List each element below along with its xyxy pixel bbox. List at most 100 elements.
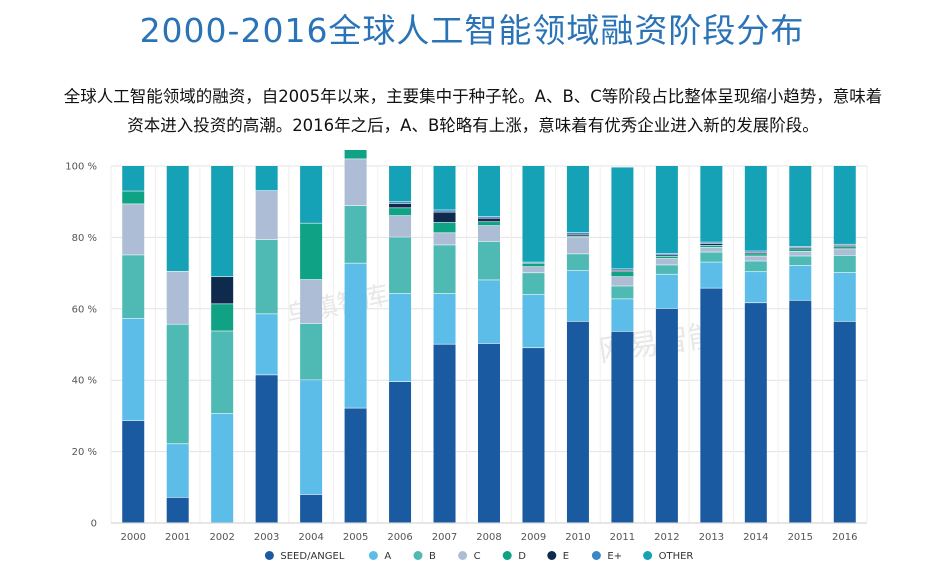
bar-segment bbox=[344, 205, 367, 263]
legend-marker bbox=[591, 551, 601, 560]
legend-marker bbox=[643, 551, 653, 560]
bar-segment bbox=[700, 247, 723, 252]
legend-label: B bbox=[429, 551, 436, 562]
bar-segment bbox=[789, 251, 812, 256]
bar-segment bbox=[522, 273, 545, 295]
x-tick-label: 2009 bbox=[521, 532, 546, 543]
bar-segment bbox=[744, 252, 767, 254]
bar-segment bbox=[211, 331, 234, 414]
bar-segment bbox=[611, 299, 634, 332]
bar-segment bbox=[611, 269, 634, 271]
bar-segment bbox=[833, 249, 856, 256]
bar-segment bbox=[478, 241, 500, 280]
y-tick-label: 40 % bbox=[72, 376, 97, 387]
x-tick-label: 2015 bbox=[788, 532, 813, 543]
bar-segment bbox=[789, 300, 812, 523]
legend-label: D bbox=[518, 551, 526, 562]
bar-segment bbox=[744, 166, 767, 251]
bar-segment bbox=[389, 166, 412, 202]
y-tick-label: 0 bbox=[91, 519, 97, 530]
bar-segment bbox=[344, 159, 367, 206]
bar-segment bbox=[478, 218, 500, 222]
bar-segment bbox=[700, 243, 723, 246]
bar-segment bbox=[833, 321, 856, 523]
bar-segment bbox=[478, 222, 500, 226]
bar-segment bbox=[211, 277, 234, 304]
bar-segment bbox=[566, 234, 589, 236]
bar-segment bbox=[166, 324, 189, 444]
bar-segment bbox=[522, 267, 545, 273]
bar-segment bbox=[433, 344, 456, 523]
x-tick-label: 2016 bbox=[832, 532, 857, 543]
bar-segment bbox=[655, 258, 678, 265]
bar-segment bbox=[166, 166, 189, 272]
bar-segment bbox=[300, 323, 323, 380]
bar-segment bbox=[344, 408, 367, 523]
bar-segment bbox=[655, 265, 678, 274]
bar-segment bbox=[744, 303, 767, 523]
bar-segment bbox=[566, 254, 589, 271]
bar-segment bbox=[744, 261, 767, 272]
bar-segment bbox=[478, 225, 500, 242]
bar-segment bbox=[611, 277, 634, 286]
bar-segment bbox=[166, 497, 189, 523]
y-tick-label: 80 % bbox=[72, 233, 97, 244]
bar-segment bbox=[744, 251, 767, 253]
bar-segment bbox=[700, 252, 723, 262]
bar-segment bbox=[389, 293, 412, 382]
legend-label: E+ bbox=[607, 551, 622, 562]
legend-label: E bbox=[563, 551, 569, 562]
x-tick-label: 2004 bbox=[298, 532, 323, 543]
bar-segment bbox=[122, 166, 145, 191]
bar-segment bbox=[522, 166, 545, 262]
y-tick-label: 100 % bbox=[65, 162, 97, 173]
bar-segment bbox=[611, 331, 634, 523]
legend-marker bbox=[458, 551, 468, 560]
stacked-bar-chart: 0 20 % 40 % 60 % 80 % 100 % 2000 2001 2002 2003 20… bbox=[65, 150, 868, 562]
bar-segment bbox=[566, 270, 589, 322]
bar-segment bbox=[433, 233, 456, 245]
bar-segment bbox=[389, 215, 412, 237]
bar-segment bbox=[433, 212, 456, 223]
bar-segment bbox=[655, 166, 678, 254]
legend-label: SEED/ANGEL bbox=[280, 551, 344, 562]
legend-label: C bbox=[474, 551, 481, 562]
bar-segment bbox=[522, 294, 545, 348]
bar-segment bbox=[433, 293, 456, 344]
bar-segment bbox=[211, 166, 234, 277]
bar-segment bbox=[744, 272, 767, 303]
bar-segment bbox=[122, 204, 145, 255]
bar-segment bbox=[833, 272, 856, 322]
bar-segment bbox=[255, 314, 278, 375]
bar-segment bbox=[122, 318, 145, 421]
x-tick-label: 2012 bbox=[654, 532, 679, 543]
bar-segment bbox=[433, 210, 456, 212]
bar-segment bbox=[700, 242, 723, 244]
bar-segment bbox=[433, 222, 456, 233]
bar-segment bbox=[300, 494, 323, 523]
bar-segment bbox=[166, 444, 189, 498]
bar-segment bbox=[789, 166, 812, 247]
x-tick-label: 2011 bbox=[610, 532, 635, 543]
bar-segment bbox=[166, 271, 189, 324]
bar-segment bbox=[700, 288, 723, 523]
x-tick-label: 2014 bbox=[743, 532, 768, 543]
bar-segment bbox=[344, 150, 367, 159]
bar-segment bbox=[433, 245, 456, 294]
bar-segment bbox=[255, 239, 278, 314]
bar-segment bbox=[389, 208, 412, 216]
bar-segment bbox=[211, 304, 234, 331]
bar-segment bbox=[433, 166, 456, 210]
description-line-2: 资本进入投资的高潮。2016年之后，A、B轮略有上涨，意味着有优秀企业进入新的发… bbox=[127, 116, 819, 135]
bar-segment bbox=[566, 237, 589, 254]
bar-segment bbox=[122, 420, 145, 523]
bar-segment bbox=[655, 308, 678, 523]
bar-segment bbox=[389, 203, 412, 208]
bar-segment bbox=[300, 380, 323, 495]
bar-segment bbox=[122, 191, 145, 204]
bar-segment bbox=[744, 256, 767, 261]
x-tick-label: 2006 bbox=[387, 532, 412, 543]
bar-segment bbox=[789, 256, 812, 266]
chart-description: 全球人工智能领域的融资，自2005年以来，主要集中于种子轮。A、B、C等阶段占比… bbox=[8, 82, 938, 140]
x-tick-label: 2013 bbox=[699, 532, 724, 543]
